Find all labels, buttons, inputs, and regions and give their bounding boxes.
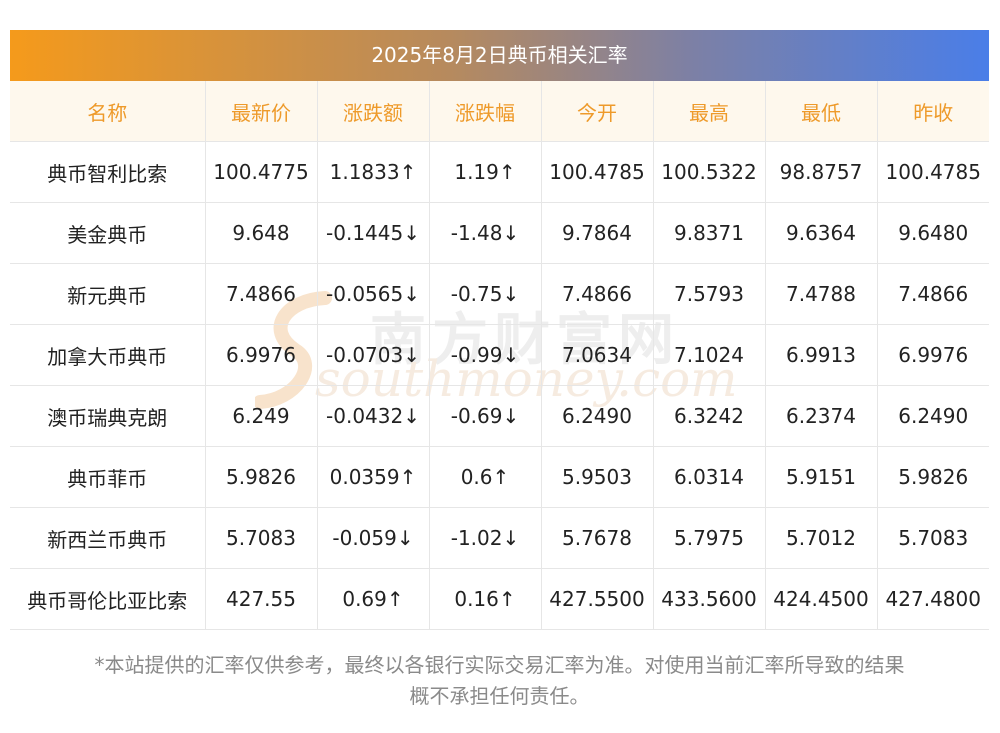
cell-change: -0.0432↓	[317, 385, 430, 447]
cell-name: 澳币瑞典克朗	[10, 385, 206, 447]
cell-change: 0.0359↑	[317, 446, 430, 508]
header-change: 涨跌额	[317, 81, 430, 142]
cell-change-pct: -1.02↓	[429, 507, 542, 569]
cell-change-pct: -0.99↓	[429, 324, 542, 386]
cell-name: 新元典币	[10, 263, 206, 325]
table-row: 典币智利比索 100.4775 1.1833↑ 1.19↑ 100.4785 100.53…	[10, 141, 989, 203]
cell-change: -0.0565↓	[317, 263, 430, 325]
cell-name: 典币菲币	[10, 446, 206, 508]
cell-low: 5.7012	[765, 507, 878, 569]
header-row: 名称 最新价 涨跌额 涨跌幅 今开 最高 最低 昨收	[10, 81, 989, 142]
disclaimer-note: *本站提供的汇率仅供参考，最终以各银行实际交易汇率为准。对使用当前汇率所导致的结…	[10, 650, 989, 712]
disclaimer-line-2: 概不承担任何责任。	[409, 684, 590, 708]
cell-latest: 5.7083	[205, 507, 318, 569]
cell-prev-close: 427.4800	[877, 568, 989, 630]
table-row: 美金典币 9.648 -0.1445↓ -1.48↓ 9.7864 9.8371 9.636…	[10, 202, 989, 264]
table-row: 新西兰币典币 5.7083 -0.059↓ -1.02↓ 5.7678 5.7975 5.7…	[10, 507, 989, 569]
cell-change-pct: -1.48↓	[429, 202, 542, 264]
cell-latest: 5.9826	[205, 446, 318, 508]
cell-high: 7.1024	[653, 324, 766, 386]
cell-open: 9.7864	[541, 202, 654, 264]
cell-latest: 6.9976	[205, 324, 318, 386]
cell-prev-close: 5.9826	[877, 446, 989, 508]
table-title: 2025年8月2日典币相关汇率	[10, 30, 989, 81]
cell-latest: 100.4775	[205, 141, 318, 203]
cell-open: 7.0634	[541, 324, 654, 386]
cell-high: 100.5322	[653, 141, 766, 203]
cell-change: 1.1833↑	[317, 141, 430, 203]
cell-open: 427.5500	[541, 568, 654, 630]
cell-low: 424.4500	[765, 568, 878, 630]
cell-change: -0.0703↓	[317, 324, 430, 386]
cell-change-pct: -0.75↓	[429, 263, 542, 325]
cell-high: 6.3242	[653, 385, 766, 447]
header-high: 最高	[653, 81, 766, 142]
cell-name: 典币哥伦比亚比索	[10, 568, 206, 630]
cell-name: 典币智利比索	[10, 141, 206, 203]
cell-open: 6.2490	[541, 385, 654, 447]
cell-name: 美金典币	[10, 202, 206, 264]
cell-open: 5.9503	[541, 446, 654, 508]
cell-change-pct: -0.69↓	[429, 385, 542, 447]
cell-high: 7.5793	[653, 263, 766, 325]
header-latest: 最新价	[205, 81, 318, 142]
cell-high: 6.0314	[653, 446, 766, 508]
exchange-rate-table: 名称 最新价 涨跌额 涨跌幅 今开 最高 最低 昨收 典币智利比索 100.477…	[10, 81, 989, 630]
cell-latest: 6.249	[205, 385, 318, 447]
cell-name: 新西兰币典币	[10, 507, 206, 569]
cell-prev-close: 100.4785	[877, 141, 989, 203]
cell-change-pct: 1.19↑	[429, 141, 542, 203]
table-row: 加拿大币典币 6.9976 -0.0703↓ -0.99↓ 7.0634 7.1024 6.…	[10, 324, 989, 386]
cell-low: 6.2374	[765, 385, 878, 447]
cell-change: -0.059↓	[317, 507, 430, 569]
cell-change: -0.1445↓	[317, 202, 430, 264]
cell-open: 7.4866	[541, 263, 654, 325]
cell-change-pct: 0.6↑	[429, 446, 542, 508]
cell-prev-close: 5.7083	[877, 507, 989, 569]
header-low: 最低	[765, 81, 878, 142]
cell-latest: 7.4866	[205, 263, 318, 325]
cell-prev-close: 7.4866	[877, 263, 989, 325]
cell-low: 9.6364	[765, 202, 878, 264]
cell-high: 433.5600	[653, 568, 766, 630]
disclaimer-line-1: *本站提供的汇率仅供参考，最终以各银行实际交易汇率为准。对使用当前汇率所导致的结…	[94, 653, 905, 677]
cell-latest: 9.648	[205, 202, 318, 264]
table-row: 新元典币 7.4866 -0.0565↓ -0.75↓ 7.4866 7.5793 7.47…	[10, 263, 989, 325]
cell-change-pct: 0.16↑	[429, 568, 542, 630]
cell-high: 9.8371	[653, 202, 766, 264]
header-open: 今开	[541, 81, 654, 142]
cell-low: 5.9151	[765, 446, 878, 508]
cell-latest: 427.55	[205, 568, 318, 630]
cell-open: 100.4785	[541, 141, 654, 203]
cell-high: 5.7975	[653, 507, 766, 569]
header-name: 名称	[10, 81, 206, 142]
cell-low: 7.4788	[765, 263, 878, 325]
table-row: 典币菲币 5.9826 0.0359↑ 0.6↑ 5.9503 6.0314 5.9151 5…	[10, 446, 989, 508]
cell-open: 5.7678	[541, 507, 654, 569]
table-row: 典币哥伦比亚比索 427.55 0.69↑ 0.16↑ 427.5500 433.5600…	[10, 568, 989, 630]
cell-name: 加拿大币典币	[10, 324, 206, 386]
header-change-pct: 涨跌幅	[429, 81, 542, 142]
cell-low: 6.9913	[765, 324, 878, 386]
table-row: 澳币瑞典克朗 6.249 -0.0432↓ -0.69↓ 6.2490 6.3242 6.2…	[10, 385, 989, 447]
cell-prev-close: 6.2490	[877, 385, 989, 447]
header-prev-close: 昨收	[877, 81, 989, 142]
cell-change: 0.69↑	[317, 568, 430, 630]
cell-prev-close: 6.9976	[877, 324, 989, 386]
exchange-rate-card: 2025年8月2日典币相关汇率 名称 最新价 涨跌额 涨跌幅 今开 最高 最低 …	[10, 30, 989, 630]
cell-prev-close: 9.6480	[877, 202, 989, 264]
table-body: 典币智利比索 100.4775 1.1833↑ 1.19↑ 100.4785 100.53…	[10, 141, 989, 630]
cell-low: 98.8757	[765, 141, 878, 203]
